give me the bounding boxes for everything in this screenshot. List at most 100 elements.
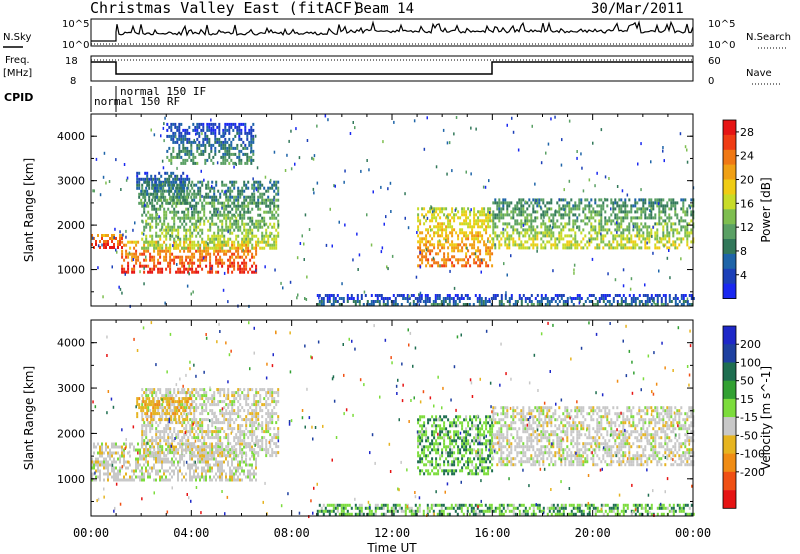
data-cell xyxy=(176,186,179,190)
data-cell xyxy=(448,300,451,303)
noise-cell xyxy=(576,216,578,220)
data-cell xyxy=(251,207,254,211)
noise-cell xyxy=(188,264,190,268)
data-cell xyxy=(566,234,569,238)
noise-cell xyxy=(552,269,554,273)
data-cell xyxy=(141,412,144,416)
data-cell xyxy=(177,442,180,446)
data-cell xyxy=(686,303,689,306)
data-cell xyxy=(234,146,237,150)
data-cell xyxy=(171,210,174,214)
data-cell xyxy=(129,454,131,458)
noise-cell xyxy=(512,130,515,134)
data-cell xyxy=(656,198,659,202)
data-cell xyxy=(154,192,157,196)
data-cell xyxy=(149,213,152,217)
data-cell xyxy=(672,240,675,244)
data-cell xyxy=(447,234,450,238)
data-cell xyxy=(682,201,685,205)
data-cell xyxy=(233,475,235,479)
data-cell xyxy=(115,466,117,470)
data-cell xyxy=(520,201,523,205)
data-cell xyxy=(231,255,234,259)
data-cell xyxy=(191,466,193,470)
data-cell xyxy=(457,258,460,262)
data-cell xyxy=(113,478,115,482)
data-cell xyxy=(676,246,679,250)
data-cell xyxy=(219,213,222,217)
data-cell xyxy=(148,180,151,184)
data-cell xyxy=(221,204,224,208)
data-cell xyxy=(500,297,503,300)
data-cell xyxy=(598,219,601,223)
data-cell xyxy=(177,478,179,482)
data-cell xyxy=(107,472,109,476)
noise-cell xyxy=(646,241,648,245)
data-cell xyxy=(217,264,220,268)
data-cell xyxy=(171,469,173,473)
noise-cell xyxy=(580,152,582,156)
data-cell xyxy=(277,204,280,208)
data-cell xyxy=(136,183,139,187)
data-cell xyxy=(209,264,212,268)
noise-cell xyxy=(116,250,118,254)
data-cell xyxy=(380,297,383,300)
nsky-trace xyxy=(91,20,694,42)
data-cell xyxy=(183,463,185,467)
data-cell xyxy=(320,303,323,306)
data-cell xyxy=(149,466,151,470)
data-cell xyxy=(225,219,228,223)
data-cell xyxy=(542,231,545,235)
data-cell xyxy=(269,243,272,247)
data-cell xyxy=(225,213,228,217)
data-cell xyxy=(273,246,276,250)
data-cell xyxy=(246,146,249,150)
data-cell xyxy=(215,445,217,449)
data-cell xyxy=(166,171,169,175)
data-cell xyxy=(552,216,555,220)
data-cell xyxy=(203,466,205,470)
data-cell xyxy=(117,478,119,482)
data-cell xyxy=(646,246,649,250)
data-cell xyxy=(225,457,227,461)
data-cell xyxy=(209,466,211,470)
data-cell xyxy=(207,270,210,274)
data-cell xyxy=(618,216,621,220)
data-cell xyxy=(179,249,182,253)
noise-cell xyxy=(312,187,315,191)
data-cell xyxy=(193,421,196,425)
data-cell xyxy=(215,180,218,184)
noise-cell xyxy=(284,169,287,172)
data-cell xyxy=(356,300,359,303)
data-cell xyxy=(560,294,563,297)
data-cell xyxy=(660,201,663,205)
noise-cell xyxy=(552,297,555,301)
data-cell xyxy=(654,213,657,217)
data-cell xyxy=(662,225,665,229)
data-cell xyxy=(239,264,242,268)
data-cell xyxy=(592,237,595,241)
noise-cell xyxy=(662,146,664,149)
noise-cell xyxy=(684,145,687,149)
noise-cell xyxy=(366,159,368,162)
data-cell xyxy=(211,198,214,202)
data-cell xyxy=(159,451,161,455)
data-cell xyxy=(95,463,97,467)
data-cell xyxy=(494,294,497,297)
data-cell xyxy=(161,406,164,410)
data-cell xyxy=(182,128,185,132)
data-cell xyxy=(158,198,161,202)
data-cell xyxy=(169,270,172,274)
data-cell xyxy=(247,237,250,241)
data-cell xyxy=(636,243,639,247)
data-cell xyxy=(445,216,448,220)
data-cell xyxy=(532,303,535,306)
data-cell xyxy=(608,219,611,223)
data-cell xyxy=(167,394,170,398)
data-cell xyxy=(187,463,189,467)
data-cell xyxy=(171,475,173,479)
data-cell xyxy=(141,442,144,446)
noise-cell xyxy=(419,291,422,295)
data-cell xyxy=(224,122,227,126)
data-cell xyxy=(265,189,268,193)
